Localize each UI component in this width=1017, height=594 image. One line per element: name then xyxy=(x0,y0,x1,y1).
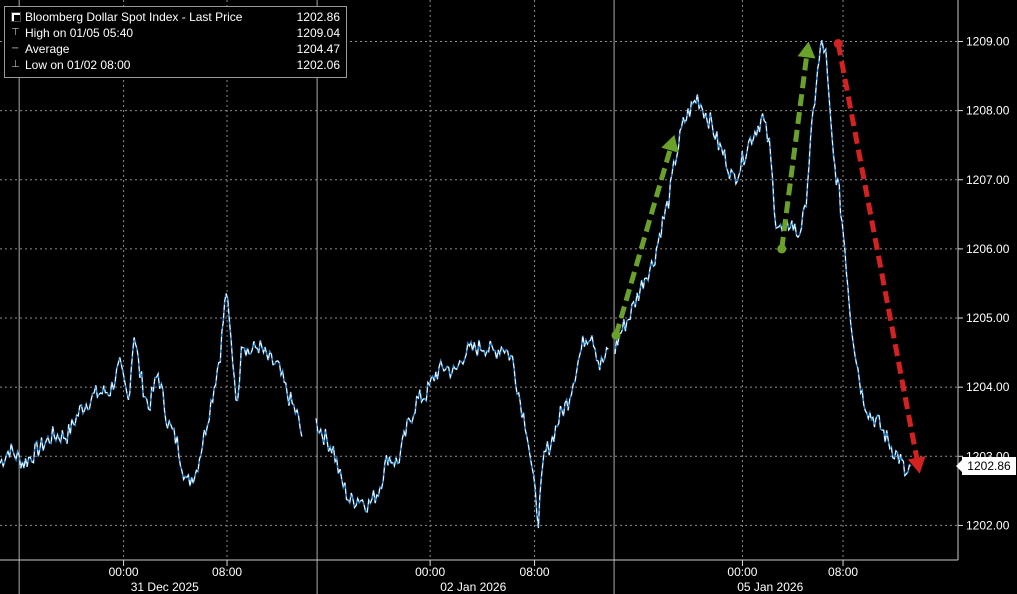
arrow-head-icon xyxy=(661,134,679,153)
average-marker-icon: − xyxy=(11,43,20,54)
y-tick-label: 1205.00 xyxy=(966,311,1010,325)
arrow-origin-dot xyxy=(611,330,621,340)
arrow-origin-dot xyxy=(833,39,843,49)
legend-row-high: ⊤ High on 01/05 05:40 1209.04 xyxy=(11,25,342,41)
y-tick-label: 1202.00 xyxy=(966,518,1010,532)
x-date-label: 05 Jan 2026 xyxy=(737,580,803,594)
legend-last-price: 1202.86 xyxy=(296,10,340,24)
price-line-accent xyxy=(0,293,303,487)
arrow-head-icon xyxy=(797,41,816,59)
y-tick-label: 1209.00 xyxy=(966,34,1010,48)
x-tick-label: 08:00 xyxy=(520,565,550,579)
up-arrow xyxy=(613,149,673,337)
legend-title: Bloomberg Dollar Spot Index - Last Price xyxy=(25,10,243,24)
x-tick-label: 00:00 xyxy=(109,565,139,579)
x-date-label: 31 Dec 2025 xyxy=(131,580,199,594)
up-arrow xyxy=(779,57,809,250)
price-line xyxy=(614,40,912,477)
arrow-origin-dot xyxy=(777,244,787,254)
y-tick-label: 1207.00 xyxy=(966,173,1010,187)
legend-high-value: 1209.04 xyxy=(296,26,340,40)
legend-title-row: Bloomberg Dollar Spot Index - Last Price… xyxy=(11,9,342,25)
y-tick-label: 1206.00 xyxy=(966,242,1010,256)
price-line-accent xyxy=(614,40,912,478)
y-tick-label: 1208.00 xyxy=(966,104,1010,118)
legend-low-label: Low on 01/02 08:00 xyxy=(25,58,131,72)
price-line-accent xyxy=(315,334,609,529)
legend-row-low: ⊥ Low on 01/02 08:00 1202.06 xyxy=(11,57,342,73)
x-date-label: 02 Jan 2026 xyxy=(440,580,506,594)
series-swatch-icon xyxy=(11,12,21,22)
price-line xyxy=(315,335,609,529)
x-tick-label: 08:00 xyxy=(212,565,242,579)
last-price-tag: 1202.86 xyxy=(956,456,1016,475)
x-tick-label: 08:00 xyxy=(828,565,858,579)
legend-average-label: Average xyxy=(25,42,70,56)
x-tick-label: 00:00 xyxy=(415,565,445,579)
legend-high-label: High on 01/05 05:40 xyxy=(25,26,134,40)
legend-row-average: − Average 1204.47 xyxy=(11,41,342,57)
high-marker-icon: ⊤ xyxy=(11,27,20,38)
price-line xyxy=(0,293,303,487)
y-tick-label: 1204.00 xyxy=(966,380,1010,394)
legend-average-value: 1204.47 xyxy=(296,42,340,56)
low-marker-icon: ⊥ xyxy=(11,59,20,70)
legend-low-value: 1202.06 xyxy=(296,58,340,72)
chart-legend: Bloomberg Dollar Spot Index - Last Price… xyxy=(4,6,347,78)
x-tick-label: 00:00 xyxy=(727,565,757,579)
arrow-head-icon xyxy=(907,456,926,474)
down-arrow xyxy=(835,43,920,459)
